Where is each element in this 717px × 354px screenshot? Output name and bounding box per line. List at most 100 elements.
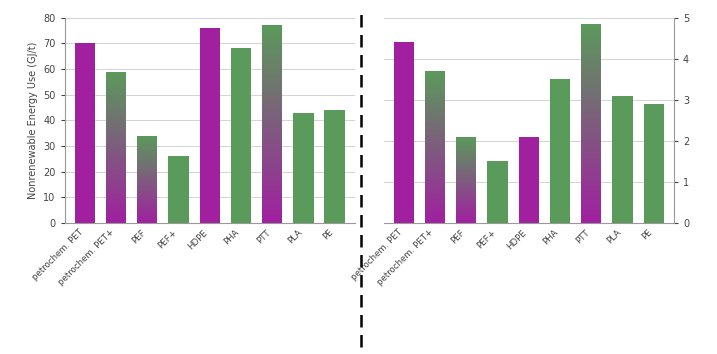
Bar <box>425 202 445 203</box>
Bar <box>262 95 282 97</box>
Bar <box>262 25 282 27</box>
Bar <box>456 172 477 173</box>
Bar <box>581 109 602 112</box>
Bar <box>137 211 158 212</box>
Bar <box>137 165 158 166</box>
Bar <box>137 213 158 214</box>
Bar <box>137 155 158 156</box>
Bar <box>581 96 602 98</box>
Bar <box>262 110 282 112</box>
Bar <box>456 164 477 165</box>
Bar <box>456 160 477 161</box>
Bar <box>106 96 126 97</box>
Bar <box>262 83 282 85</box>
Bar <box>581 193 602 195</box>
Bar <box>425 200 445 202</box>
Bar <box>425 123 445 124</box>
Bar <box>262 219 282 221</box>
Bar <box>581 175 602 177</box>
Bar <box>425 115 445 117</box>
Bar <box>581 181 602 183</box>
Bar <box>137 137 158 138</box>
Bar <box>106 85 126 87</box>
Bar <box>456 195 477 196</box>
Bar <box>106 210 126 211</box>
Bar <box>168 156 189 223</box>
Bar <box>425 86 445 88</box>
Bar <box>137 194 158 195</box>
Bar <box>137 164 158 165</box>
Bar <box>262 116 282 118</box>
Bar <box>581 149 602 151</box>
Bar <box>581 139 602 141</box>
Bar <box>106 165 126 167</box>
Bar <box>456 155 477 156</box>
Bar <box>262 65 282 67</box>
Y-axis label: Nonrenewable Energy Use (GJ/t): Nonrenewable Energy Use (GJ/t) <box>27 42 37 199</box>
Bar <box>456 149 477 150</box>
Bar <box>137 187 158 188</box>
Bar <box>425 194 445 196</box>
Bar <box>262 152 282 154</box>
Bar <box>262 148 282 150</box>
Bar <box>425 141 445 143</box>
Bar <box>106 194 126 196</box>
Bar <box>137 142 158 143</box>
Bar <box>581 62 602 64</box>
Bar <box>137 214 158 215</box>
Bar <box>581 179 602 181</box>
Bar <box>262 77 282 79</box>
Bar <box>262 199 282 201</box>
Bar <box>581 103 602 105</box>
Bar <box>581 165 602 167</box>
Bar <box>456 196 477 197</box>
Bar <box>106 199 126 200</box>
Bar <box>425 91 445 92</box>
Bar <box>581 50 602 52</box>
Bar <box>581 102 602 103</box>
Bar <box>581 141 602 143</box>
Bar <box>581 131 602 133</box>
Bar <box>425 197 445 199</box>
Bar <box>106 121 126 123</box>
Bar <box>425 187 445 188</box>
Bar <box>106 206 126 208</box>
Bar <box>106 156 126 158</box>
Bar <box>137 143 158 144</box>
Bar <box>262 185 282 188</box>
Bar <box>425 208 445 209</box>
Bar <box>425 161 445 162</box>
Bar <box>456 177 477 178</box>
Bar <box>137 173 158 174</box>
Bar <box>456 144 477 145</box>
Bar <box>425 168 445 170</box>
Bar <box>425 188 445 190</box>
Bar <box>425 109 445 110</box>
Bar <box>456 193 477 194</box>
Bar <box>425 220 445 222</box>
Bar <box>581 159 602 161</box>
Bar <box>137 139 158 140</box>
Bar <box>262 197 282 199</box>
Bar <box>456 181 477 182</box>
Bar <box>262 136 282 138</box>
Bar <box>137 163 158 164</box>
Bar <box>581 215 602 217</box>
Bar <box>106 78 126 79</box>
Bar <box>106 82 126 84</box>
Bar <box>262 182 282 183</box>
Bar <box>137 166 158 167</box>
Bar <box>262 120 282 122</box>
Bar <box>456 206 477 207</box>
Bar <box>425 209 445 211</box>
Bar <box>425 181 445 182</box>
Bar <box>488 161 508 223</box>
Bar <box>262 53 282 55</box>
Bar <box>262 188 282 189</box>
Bar <box>106 150 126 152</box>
Bar <box>137 160 158 161</box>
Bar <box>456 222 477 223</box>
Bar <box>262 168 282 170</box>
Bar <box>262 67 282 69</box>
Bar <box>425 177 445 179</box>
